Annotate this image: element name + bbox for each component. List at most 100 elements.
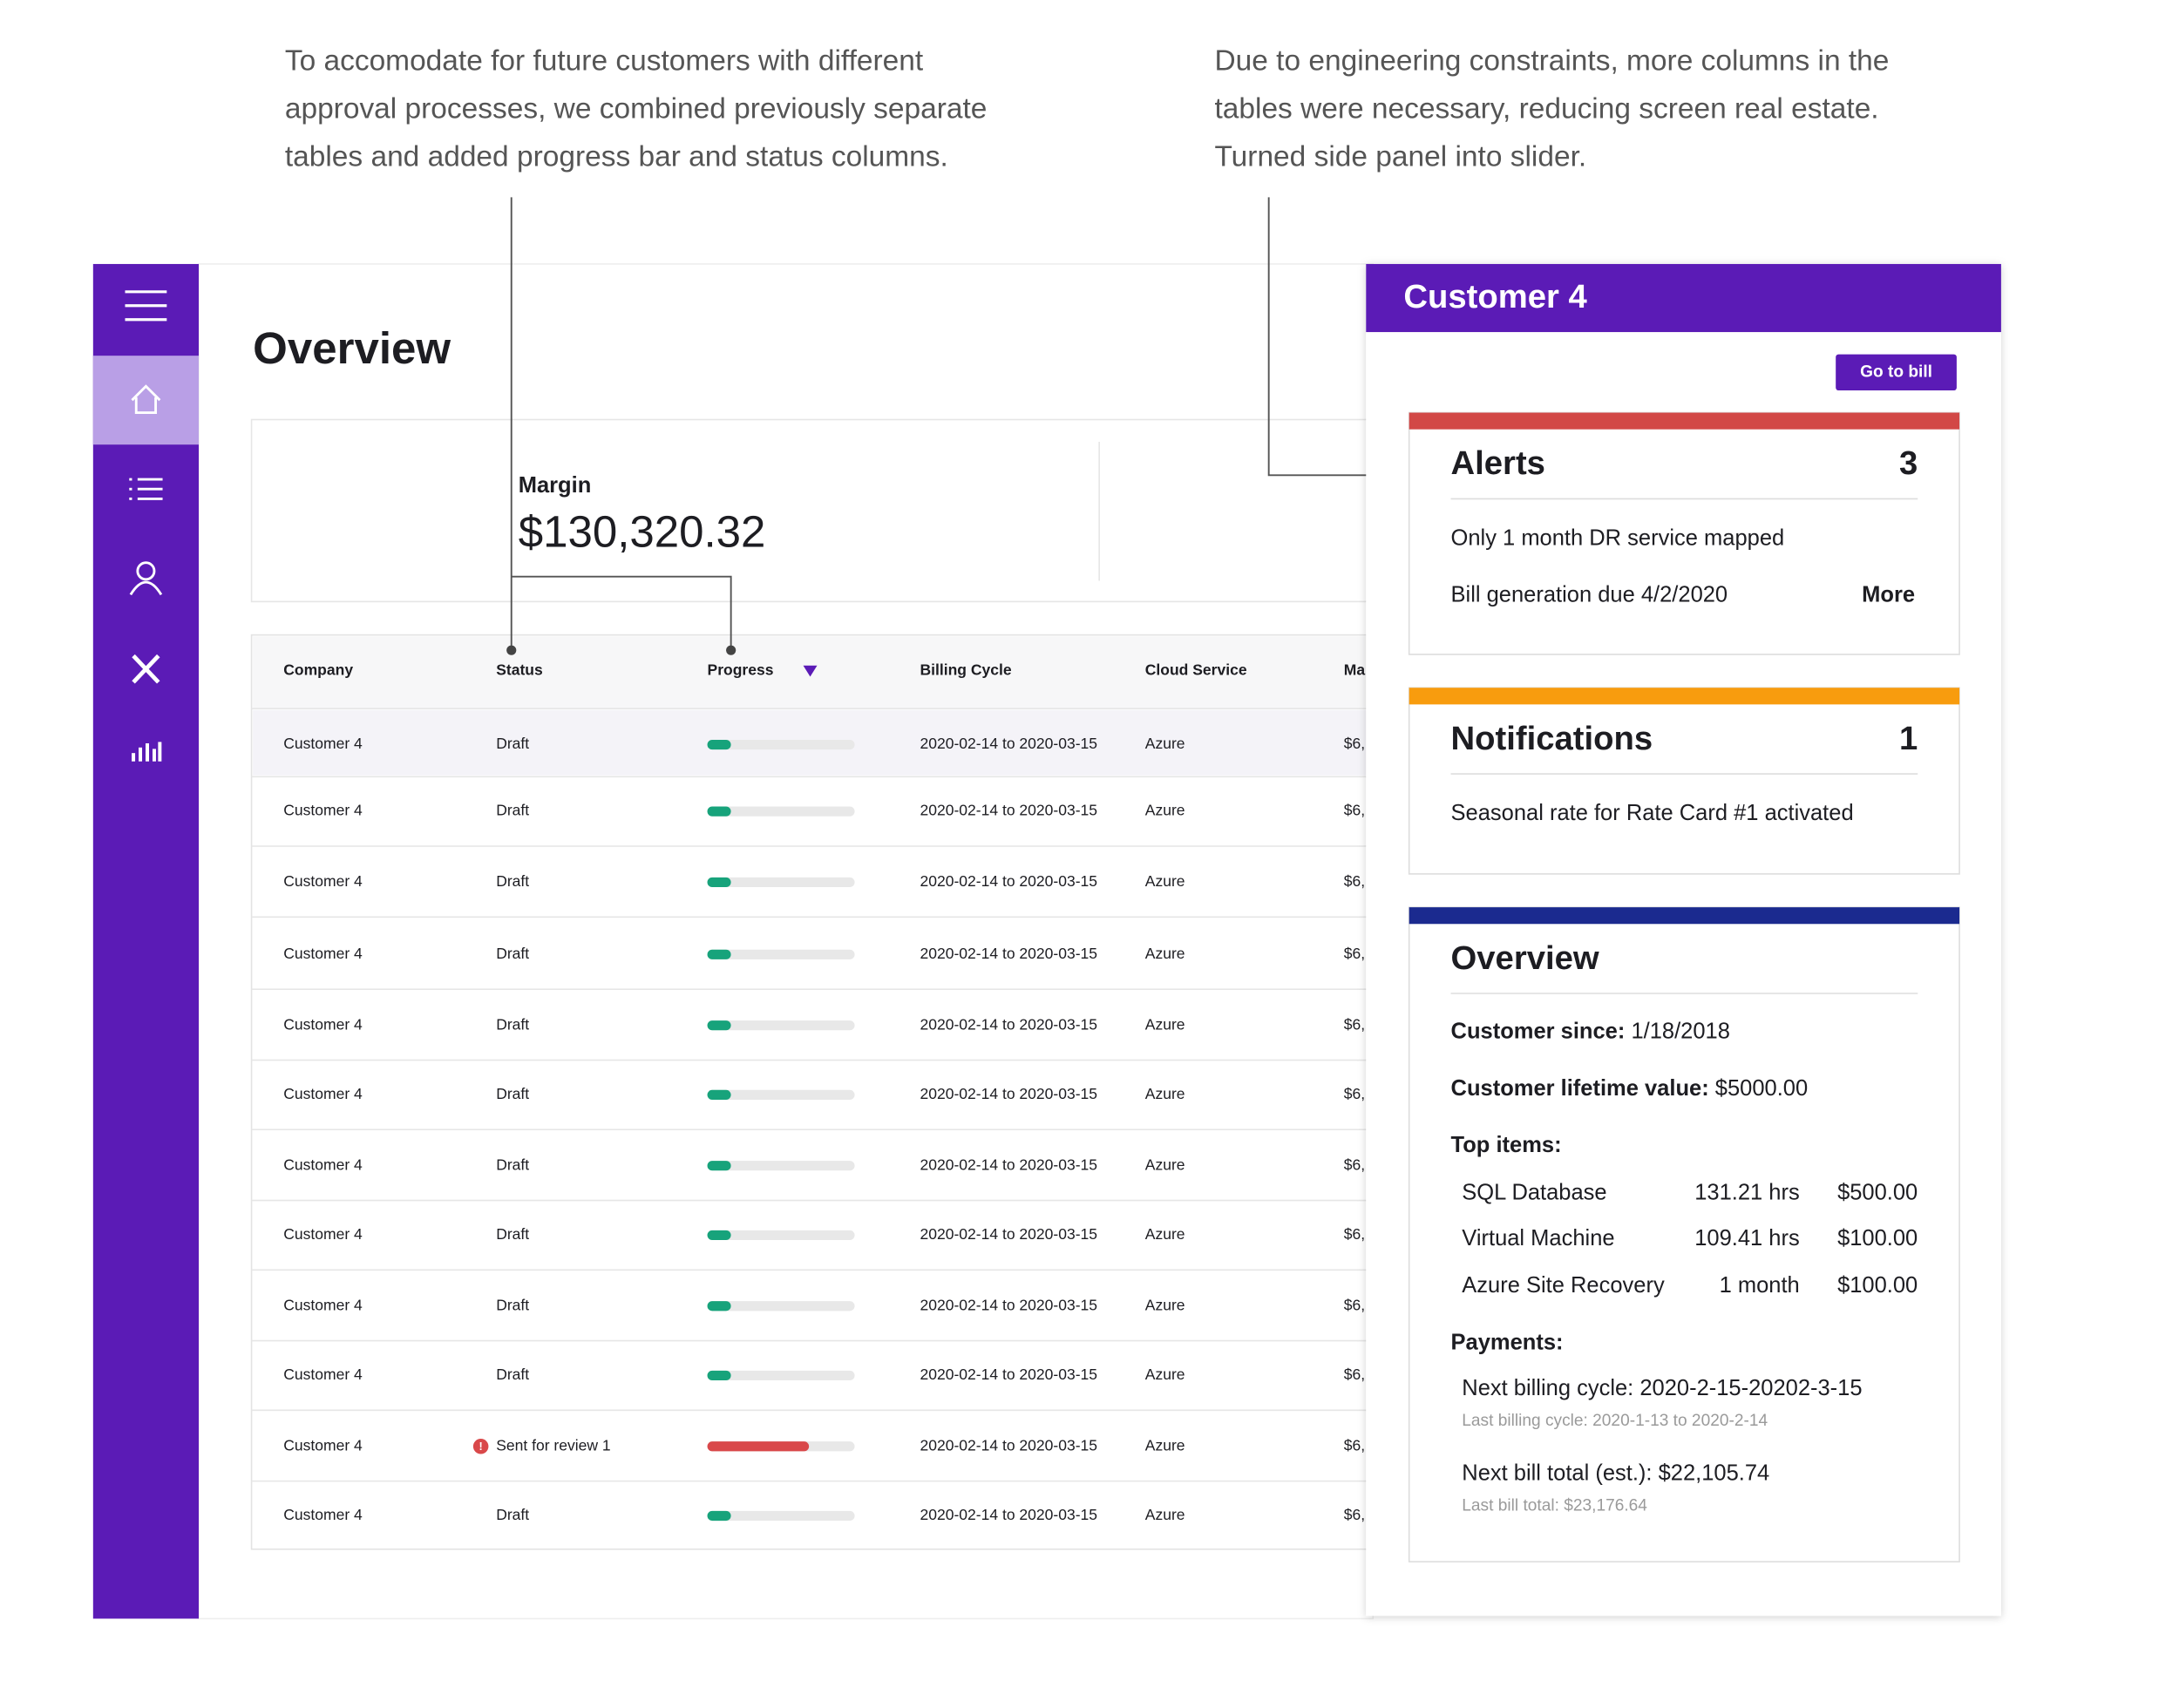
notifications-bar [1409,688,1960,705]
cloud-service: Azure [1145,1225,1185,1243]
margin: $6, [1344,1296,1365,1313]
margin-value: $130,320.32 [519,506,766,556]
progress-track [707,806,855,817]
progress-track [707,1230,855,1241]
card-count: 3 [1899,444,1918,482]
status: Draft [496,1225,529,1243]
alert-item: Bill generation due 4/2/2020 [1451,583,1728,607]
billing-cycle: 2020-02-14 to 2020-03-15 [920,1506,1097,1523]
cloud-service: Azure [1145,1156,1185,1173]
progress-bar [707,1441,810,1452]
progress-track [707,1301,855,1312]
progress-bar [707,949,731,959]
menu-icon[interactable] [125,290,167,322]
status: Draft [496,1296,529,1313]
margin-card [250,418,1377,603]
company: Customer 4 [283,1156,363,1173]
item-usage: 131.21 hrs [1694,1180,1800,1204]
alerts-card [1408,411,1960,655]
progress-bar [707,1230,731,1241]
progress-bar [707,1089,731,1100]
next-bill-total: Next bill total (est.): $22,105.74 [1462,1461,1769,1485]
sidebar [92,263,199,1619]
company: Customer 4 [283,872,363,890]
column-header[interactable]: Company [283,661,353,679]
company: Customer 4 [283,1506,363,1523]
status: Sent for review 1 [496,1436,610,1454]
chart-icon[interactable] [132,742,162,762]
user-icon[interactable] [129,561,163,596]
list-icon[interactable] [129,478,163,500]
company: Customer 4 [283,1366,363,1383]
label: Customer since: [1451,1019,1626,1043]
home-icon[interactable] [131,384,161,414]
progress-track [707,1510,855,1522]
cloud-service: Azure [1145,945,1185,962]
margin: $6, [1344,1225,1365,1243]
cloud-service: Azure [1145,1366,1185,1383]
annotation-line: Turned side panel into slider. [1214,141,1586,173]
billing-cycle: 2020-02-14 to 2020-03-15 [920,872,1097,890]
margin: $6, [1344,1156,1365,1173]
button-label[interactable]: Go to bill [1860,363,1932,381]
item-cost: $100.00 [1837,1273,1918,1298]
progress-bar [707,1020,731,1031]
billing-cycle: 2020-02-14 to 2020-03-15 [920,1156,1097,1173]
annotation-line: tables and added progress bar and status… [285,141,948,173]
value: $5000.00 [1715,1076,1808,1101]
lifetime-value: Customer lifetime value: $5000.00 [1451,1076,1809,1101]
item-usage: 109.41 hrs [1694,1226,1800,1250]
billing-cycle: 2020-02-14 to 2020-03-15 [920,1085,1097,1102]
progress-bar [707,1301,731,1312]
home-selected[interactable] [92,356,199,445]
cloud-service: Azure [1145,1436,1185,1454]
status: Draft [496,1366,529,1383]
progress-track [707,949,855,959]
annotation-line: To accomodate for future customers with … [285,45,924,78]
card-title: Alerts [1451,444,1545,482]
item-cost: $500.00 [1837,1180,1918,1204]
billing-cycle: 2020-02-14 to 2020-03-15 [920,1296,1097,1313]
status: Draft [496,872,529,890]
margin: $6, [1344,1506,1365,1523]
company: Customer 4 [283,802,363,819]
tools-icon[interactable] [132,654,160,684]
column-header[interactable]: Progress [708,661,774,679]
cloud-service: Azure [1145,802,1185,819]
item-name: Azure Site Recovery [1462,1273,1665,1298]
alert-glyph: ! [479,1440,483,1453]
margin: $6, [1344,945,1365,962]
top-items-label: Top items: [1451,1133,1562,1157]
card-title: Notifications [1451,720,1653,757]
notifications-card [1408,687,1960,875]
company: Customer 4 [283,735,363,752]
status: Draft [496,1506,529,1523]
alert-item: Only 1 month DR service mapped [1451,525,1785,550]
margin: $6, [1344,802,1365,819]
column-header[interactable]: Status [496,661,543,679]
progress-bar [707,806,731,817]
billing-cycle: 2020-02-14 to 2020-03-15 [920,945,1097,962]
billing-cycle: 2020-02-14 to 2020-03-15 [920,1366,1097,1383]
sort-icon[interactable] [803,665,818,677]
cloud-service: Azure [1145,1015,1185,1033]
company: Customer 4 [283,1225,363,1243]
progress-bar [707,740,731,750]
status: Draft [496,1156,529,1173]
go-to-bill-button[interactable] [1836,354,1957,391]
more-link[interactable]: More [1862,583,1915,607]
progress-track [707,1161,855,1171]
column-header[interactable]: Billing Cycle [920,661,1011,679]
margin-label: Margin [519,473,592,498]
progress-track [707,877,855,888]
column-header[interactable]: Ma [1344,661,1366,679]
card-count: 1 [1899,720,1918,757]
cloud-service: Azure [1145,735,1185,752]
connectors [510,197,1386,651]
column-header[interactable]: Cloud Service [1145,661,1247,679]
customer-since: Customer since: 1/18/2018 [1451,1019,1730,1043]
last-bill-total: Last bill total: $23,176.64 [1462,1496,1647,1515]
company: Customer 4 [283,945,363,962]
annotation-line: approval processes, we combined previous… [285,93,988,125]
